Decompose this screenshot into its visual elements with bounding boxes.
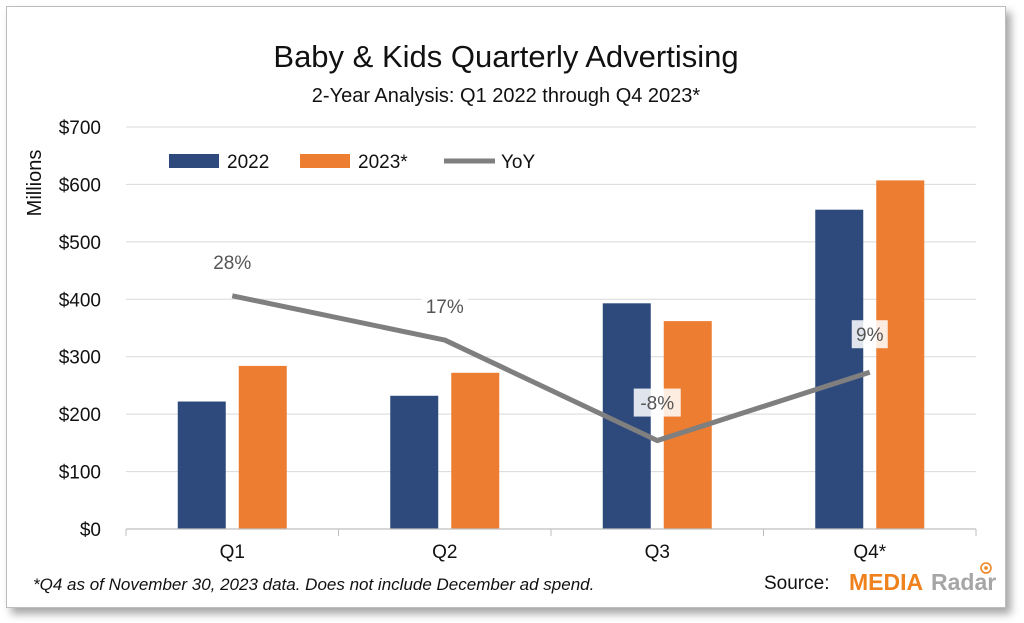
bar-2023-q4 <box>876 180 925 529</box>
bar-2023-q2 <box>451 372 500 529</box>
yoy-label-bg <box>208 247 256 276</box>
y-tick-label: $200 <box>59 405 101 426</box>
legend-label-2023: 2023* <box>358 152 408 173</box>
y-tick-label: $300 <box>59 348 101 369</box>
chart-frame: Baby & Kids Quarterly Advertising 2-Year… <box>6 6 1006 608</box>
yoy-label-bg <box>633 388 681 417</box>
x-axis <box>125 528 977 536</box>
logo-radar-icon-dot <box>984 566 988 570</box>
chart-title: Baby & Kids Quarterly Advertising <box>273 39 738 74</box>
y-axis-ticks: $0 $100 $200 $300 $400 $500 $600 $700 <box>59 118 101 541</box>
y-axis-label: Millions <box>24 150 46 217</box>
source-label: Source: <box>764 573 829 594</box>
chart-subtitle: 2-Year Analysis: Q1 2022 through Q4 2023… <box>312 85 701 107</box>
yoy-line <box>231 293 871 444</box>
y-tick-label: $0 <box>80 520 101 541</box>
x-tick-label: Q4* <box>853 542 886 563</box>
y-tick-label: $600 <box>59 175 101 196</box>
legend: 2022 2023* YoY <box>169 152 535 173</box>
legend-label-yoy: YoY <box>501 152 535 173</box>
source-attribution: Source: MEDIA Radar <box>764 562 996 595</box>
yoy-line-layer: 28% 17% -8% 9% <box>208 247 888 444</box>
yoy-label-bg <box>421 292 469 321</box>
logo-radar-icon <box>980 562 992 574</box>
bar-2022-q1 <box>177 401 226 529</box>
y-tick-label: $100 <box>59 463 101 484</box>
x-tick-label: Q1 <box>220 542 245 563</box>
yoy-data-label: -8% <box>640 394 674 415</box>
bar-2022-q2 <box>390 395 439 529</box>
x-axis-ticks: Q1 Q2 Q3 Q4* <box>220 542 887 563</box>
logo-media-text: MEDIA <box>849 569 923 595</box>
yoy-data-label: 9% <box>856 325 884 346</box>
mediaradar-logo: MEDIA Radar <box>849 562 996 595</box>
x-tick-label: Q2 <box>432 542 457 563</box>
legend-swatch-2023 <box>300 154 350 168</box>
footnote: *Q4 as of November 30, 2023 data. Does n… <box>33 575 594 594</box>
legend-swatch-2022 <box>169 154 219 168</box>
yoy-data-label: 28% <box>213 253 251 274</box>
y-tick-label: $500 <box>59 233 101 254</box>
y-tick-label: $400 <box>59 290 101 311</box>
x-tick-label: Q3 <box>645 542 670 563</box>
y-tick-label: $700 <box>59 118 101 139</box>
legend-label-2022: 2022 <box>227 152 269 173</box>
bar-2022-q4 <box>815 209 864 529</box>
bars <box>177 180 925 529</box>
yoy-data-label: 17% <box>426 297 464 318</box>
bar-2023-q1 <box>238 365 287 529</box>
yoy-label-bg <box>851 320 888 349</box>
chart: Baby & Kids Quarterly Advertising 2-Year… <box>24 39 996 595</box>
